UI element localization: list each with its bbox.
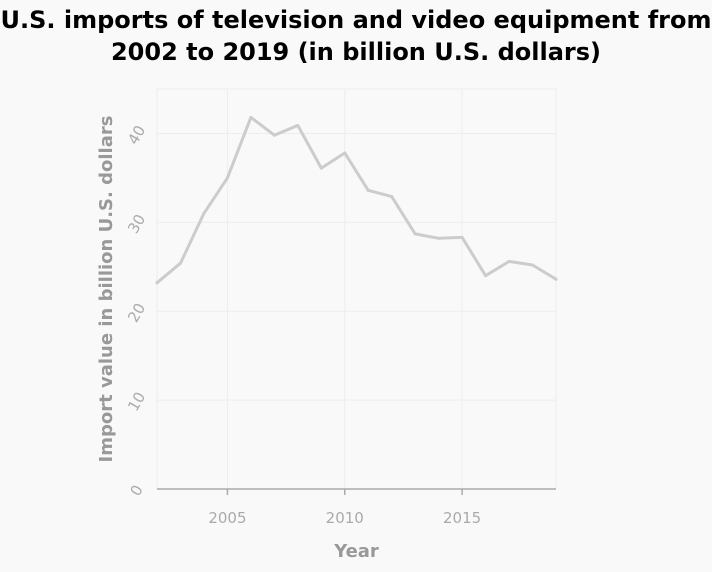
y-tick-label: 40: [124, 122, 149, 148]
y-tick-label: 20: [124, 300, 149, 326]
data-point: [272, 133, 276, 137]
x-axis-title: Year: [333, 541, 379, 562]
x-tick-label: 2015: [443, 509, 481, 527]
x-tick-label: 2005: [208, 509, 246, 527]
data-point: [484, 274, 488, 278]
grid-lines: [156, 88, 557, 490]
data-point: [390, 195, 394, 199]
data-point: [437, 236, 441, 240]
series-layer: [155, 115, 558, 285]
data-point: [554, 277, 558, 281]
tick-labels: 2005 2010 2015 0 10 20 30 40: [124, 122, 481, 527]
series-line: [155, 115, 558, 285]
chart-title: U.S. imports of television and video equ…: [0, 6, 712, 66]
data-point: [225, 176, 229, 180]
axes: [157, 488, 556, 495]
y-tick-label: 30: [124, 211, 149, 237]
data-point: [178, 261, 182, 265]
data-point: [155, 281, 159, 285]
data-point: [296, 123, 300, 127]
data-point: [507, 259, 511, 263]
data-point: [460, 235, 464, 239]
y-tick-label: 10: [124, 389, 149, 415]
data-point: [366, 188, 370, 192]
x-tick-label: 2010: [326, 509, 364, 527]
data-point: [343, 151, 347, 155]
plot-frame: [156, 88, 557, 490]
data-point: [202, 211, 206, 215]
y-tick-label: 0: [126, 482, 146, 499]
y-axis-title: Import value in billion U.S. dollars: [96, 116, 117, 463]
data-point: [319, 166, 323, 170]
data-point: [531, 263, 535, 267]
data-point: [413, 232, 417, 236]
data-point: [249, 115, 253, 119]
